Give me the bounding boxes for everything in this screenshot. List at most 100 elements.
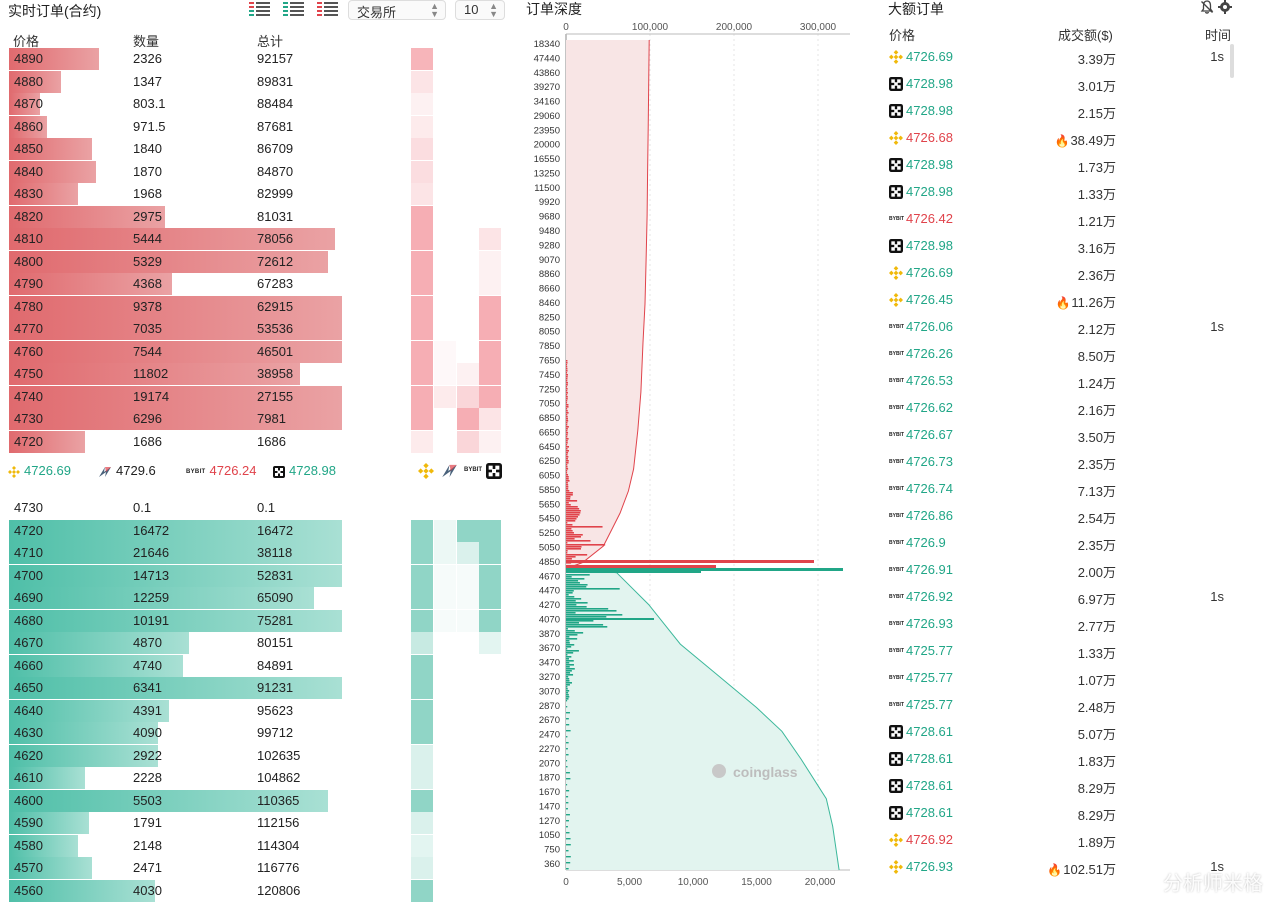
bid-row[interactable]: 4710 21646 38118 (9, 542, 369, 564)
ask-row[interactable]: 4850 1840 86709 (9, 138, 369, 160)
bid-row[interactable]: 4600 5503 110365 (9, 789, 369, 812)
ask-depth-bar (9, 430, 86, 453)
view-bids-icon[interactable] (282, 0, 306, 18)
bid-level-bar (566, 618, 654, 620)
large-order-row[interactable]: 4726.45 🔥11.26万 (880, 287, 1240, 314)
order-amount: 7.13万 (1078, 481, 1116, 500)
large-order-row[interactable]: BYBIT 4726.26 8.50万 (880, 341, 1240, 368)
depth-chart[interactable]: 0 100,000 200,000 300,000 0 5,000 10,000 15,000… (520, 0, 880, 906)
ask-row[interactable]: 4820 2975 81031 (9, 205, 369, 228)
bid-row[interactable]: 4580 2148 114304 (9, 834, 369, 857)
order-amount-value: 2.12万 (1077, 322, 1116, 337)
ask-row[interactable]: 4840 1870 84870 (9, 160, 369, 183)
qty-cell: 12259 (133, 590, 170, 605)
ask-row[interactable]: 4750 11802 38958 (9, 363, 369, 385)
price-axis-label: 34160 (534, 97, 560, 108)
large-order-row[interactable]: BYBIT 4726.74 7.13万 (880, 476, 1240, 503)
ask-row[interactable]: 4870 803.1 88484 (9, 93, 369, 115)
large-order-row[interactable]: 4728.98 1.73万 (880, 152, 1240, 179)
ask-row[interactable]: 4740 19174 27155 (9, 385, 369, 408)
large-order-row[interactable]: 4726.69 2.36万 (880, 260, 1240, 287)
large-order-row[interactable]: 4728.98 3.16万 (880, 233, 1240, 260)
ask-row[interactable]: 4810 5444 78056 (9, 228, 369, 250)
ask-level-bar (566, 446, 569, 448)
ask-row[interactable]: 4770 7035 53536 (9, 318, 369, 340)
view-asks-icon[interactable] (316, 0, 340, 18)
price-header: 价格 (889, 28, 916, 43)
depth-level-select[interactable]: 10 ▲ ▼ (455, 0, 505, 20)
view-both-icon[interactable] (248, 0, 272, 18)
large-order-row[interactable]: BYBIT 4726.42 1.21万 (880, 206, 1240, 233)
large-order-row[interactable]: 4728.98 3.01万 (880, 71, 1240, 98)
bid-row[interactable]: 4730 0.1 0.1 (9, 497, 369, 519)
large-order-row[interactable]: 4726.69 3.39万 1s (880, 44, 1240, 71)
large-order-row[interactable]: 4728.61 8.29万 (880, 773, 1240, 800)
bid-row[interactable]: 4640 4391 95623 (9, 699, 369, 722)
bid-row[interactable]: 4590 1791 112156 (9, 812, 369, 834)
price-cell: 4860 (14, 118, 43, 134)
qty-cell: 0.1 (133, 500, 152, 515)
bid-row[interactable]: 4670 4870 80151 (9, 632, 369, 654)
large-order-row[interactable]: BYBIT 4725.77 2.48万 (880, 692, 1240, 719)
large-order-row[interactable]: BYBIT 4726.53 1.24万 (880, 368, 1240, 395)
ask-row[interactable]: 4860 971.5 87681 (9, 115, 369, 138)
large-order-row[interactable]: 4728.98 1.33万 (880, 179, 1240, 206)
large-order-row[interactable]: BYBIT 4725.77 1.33万 (880, 638, 1240, 665)
settings-gear-icon[interactable] (1218, 0, 1232, 14)
large-order-row[interactable]: BYBIT 4726.86 2.54万 (880, 503, 1240, 530)
ask-row[interactable]: 4790 4368 67283 (9, 273, 369, 295)
large-order-row[interactable]: BYBIT 4726.62 2.16万 (880, 395, 1240, 422)
large-order-row[interactable]: BYBIT 4726.91 2.00万 (880, 557, 1240, 584)
ask-row[interactable]: 4890 2326 92157 (9, 48, 369, 70)
bid-level-bar (566, 658, 569, 660)
ask-row[interactable]: 4760 7544 46501 (9, 340, 369, 363)
bid-row[interactable]: 4620 2922 102635 (9, 744, 369, 767)
order-time: 1s (1210, 589, 1224, 604)
ask-row[interactable]: 4880 1347 89831 (9, 70, 369, 93)
bid-row[interactable]: 4650 6341 91231 (9, 677, 369, 699)
large-order-row[interactable]: BYBIT 4726.93 2.77万 (880, 611, 1240, 638)
ask-row[interactable]: 4720 1686 1686 (9, 430, 369, 453)
bid-row[interactable]: 4720 16472 16472 (9, 519, 369, 542)
scrollbar-thumb[interactable] (1230, 44, 1234, 78)
heat-cell (479, 430, 501, 453)
bid-row[interactable]: 4610 2228 104862 (9, 767, 369, 789)
large-order-row[interactable]: BYBIT 4726.06 2.12万 1s (880, 314, 1240, 341)
ask-row[interactable]: 4800 5329 72612 (9, 250, 369, 273)
large-order-row[interactable]: BYBIT 4726.92 6.97万 1s (880, 584, 1240, 611)
large-order-row[interactable]: 4728.61 5.07万 (880, 719, 1240, 746)
ask-row[interactable]: 4830 1968 82999 (9, 183, 369, 205)
ask-row[interactable]: 4780 9378 62915 (9, 295, 369, 318)
large-order-row[interactable]: 4728.98 2.15万 (880, 98, 1240, 125)
ask-level-bar (566, 458, 568, 460)
ask-row[interactable]: 4730 6296 7981 (9, 408, 369, 430)
large-order-row[interactable]: 4728.61 1.83万 (880, 746, 1240, 773)
bid-level-bar (566, 698, 569, 700)
large-order-row[interactable]: BYBIT 4725.77 1.07万 (880, 665, 1240, 692)
bid-row[interactable]: 4690 12259 65090 (9, 587, 369, 609)
mute-bell-icon[interactable] (1200, 0, 1214, 14)
price-axis-label: 4070 (539, 614, 560, 625)
bid-row[interactable]: 4570 2471 116776 (9, 857, 369, 879)
bid-row[interactable]: 4630 4090 99712 (9, 722, 369, 744)
bid-level-bar (566, 700, 568, 702)
exchange-select[interactable]: 交易所 ▲ ▼ (348, 0, 446, 20)
total-cell: 75281 (257, 612, 294, 628)
total-cell: 81031 (257, 208, 294, 224)
large-order-row[interactable]: 4726.68 🔥38.49万 (880, 125, 1240, 152)
bid-row[interactable]: 4680 10191 75281 (9, 609, 369, 632)
large-order-row[interactable]: BYBIT 4726.73 2.35万 (880, 449, 1240, 476)
large-order-row[interactable]: 4726.92 1.89万 (880, 827, 1240, 854)
large-order-row[interactable]: 4726.93 🔥102.51万 1s (880, 854, 1240, 881)
bid-row[interactable]: 4560 4030 120806 (9, 879, 369, 902)
large-order-row[interactable]: BYBIT 4726.9 2.35万 (880, 530, 1240, 557)
bid-row[interactable]: 4700 14713 52831 (9, 564, 369, 587)
price-axis-label: 2070 (539, 758, 560, 769)
bid-level-bar (566, 638, 578, 640)
large-order-row[interactable]: BYBIT 4726.67 3.50万 (880, 422, 1240, 449)
order-price: 4728.61 (906, 778, 953, 793)
large-order-row[interactable]: 4728.61 8.29万 (880, 800, 1240, 827)
ask-level-bar (566, 418, 568, 420)
ask-level-bar (566, 392, 568, 394)
bid-row[interactable]: 4660 4740 84891 (9, 654, 369, 677)
